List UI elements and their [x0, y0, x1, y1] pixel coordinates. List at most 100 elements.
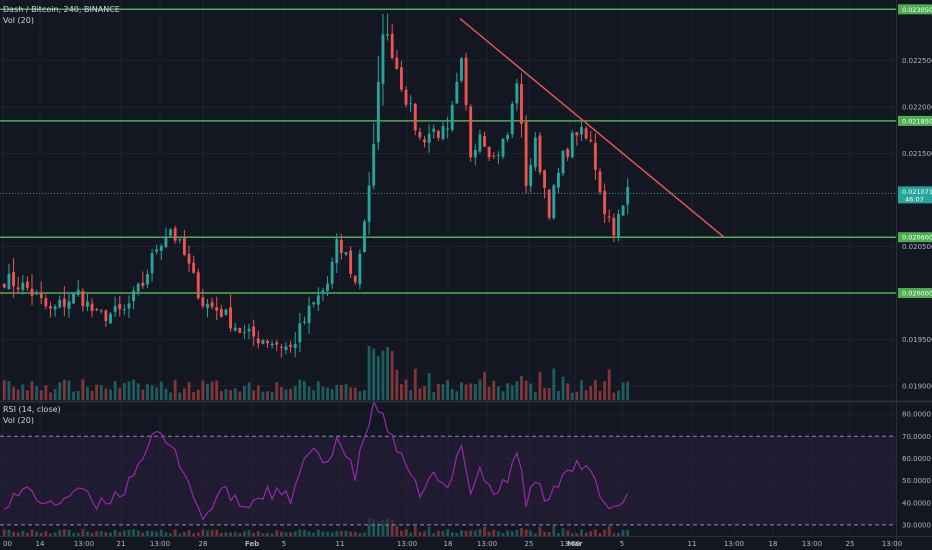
- rsi-volume-bar: [349, 531, 353, 536]
- trendline[interactable]: [459, 18, 725, 238]
- candle-body: [339, 240, 343, 253]
- volume-bar: [552, 368, 556, 400]
- volume-bar: [275, 382, 279, 400]
- rsi-volume-bar: [432, 533, 436, 536]
- rsi-volume-bar: [436, 530, 440, 536]
- volume-bar: [575, 391, 579, 400]
- volume-bar: [76, 390, 80, 400]
- rsi-volume-bar: [67, 529, 71, 536]
- candle-body: [353, 275, 357, 283]
- volume-bar: [413, 368, 417, 400]
- volume-bar: [206, 383, 209, 400]
- volume-bar: [210, 381, 214, 400]
- rsi-volume-bar: [293, 531, 297, 536]
- rsi-volume-bar: [418, 532, 422, 536]
- volume-bar: [363, 390, 366, 400]
- candle-body: [547, 189, 551, 218]
- rsi-volume-bar: [72, 533, 76, 536]
- candle-body: [423, 139, 426, 143]
- volume-bar: [279, 387, 283, 400]
- volume-bar: [617, 390, 620, 400]
- volume-bar: [358, 391, 362, 400]
- rsi-volume-bar: [275, 530, 279, 536]
- candle-body: [164, 237, 168, 247]
- rsi-volume-bar: [390, 519, 394, 536]
- rsi-volume-bar: [344, 530, 348, 536]
- rsi-volume-bar: [104, 532, 108, 536]
- volume-bar: [2, 380, 6, 400]
- volume-bar: [529, 383, 533, 400]
- candle-body: [621, 205, 625, 216]
- volume-bar: [344, 384, 348, 400]
- volume-bar: [252, 390, 256, 400]
- rsi-line: [3, 399, 629, 521]
- volume-bar: [316, 381, 320, 400]
- candle-body: [330, 261, 334, 284]
- candle-body: [229, 307, 233, 329]
- volume-bar: [155, 387, 159, 400]
- candle-body: [570, 132, 574, 158]
- volume-bar: [12, 387, 15, 400]
- candle-body: [501, 138, 505, 157]
- rsi-volume-bar: [289, 532, 293, 536]
- candle-body: [298, 323, 302, 343]
- rsi-volume-bar: [326, 531, 329, 536]
- rsi-volume-bar: [492, 529, 496, 536]
- rsi-volume-bar: [376, 521, 380, 536]
- candle-body: [146, 274, 149, 285]
- candle-body: [266, 340, 269, 344]
- volume-bar: [284, 389, 288, 400]
- rsi-volume-bar: [53, 532, 57, 536]
- time-tick-label: 13:00: [477, 540, 497, 548]
- volume-bar: [612, 392, 616, 400]
- rsi-volume-bar: [496, 531, 500, 536]
- time-tick-label: 28: [199, 540, 208, 548]
- rsi-volume-bar: [612, 533, 616, 536]
- rsi-volume-bar: [593, 529, 597, 536]
- candle-body: [335, 239, 339, 264]
- volume-bar: [409, 390, 413, 400]
- volume-bar: [109, 389, 112, 400]
- volume-bar: [164, 388, 168, 400]
- candle-body: [210, 302, 214, 307]
- rsi-volume-bar: [242, 531, 246, 536]
- rsi-volume-bar: [307, 531, 311, 536]
- rsi-volume-bar: [353, 531, 357, 536]
- candle-body: [150, 253, 154, 274]
- rsi-volume-bar: [196, 532, 200, 536]
- candle-body: [487, 146, 491, 158]
- candle-body: [113, 306, 117, 312]
- volume-bar: [303, 381, 306, 400]
- volume-bar: [496, 386, 500, 400]
- volume-bar: [229, 390, 233, 400]
- rsi-volume-bar: [122, 530, 126, 536]
- time-tick-label: 25: [846, 540, 855, 548]
- volume-bar: [289, 388, 293, 400]
- candle-body: [187, 253, 191, 264]
- rsi-volume-bar: [127, 529, 131, 536]
- volume-bar: [593, 380, 597, 400]
- volume-bar: [136, 383, 140, 400]
- candle-body: [25, 281, 29, 288]
- volume-bar: [423, 385, 426, 400]
- volume-bar: [113, 381, 117, 400]
- volume-bar: [201, 380, 205, 400]
- volume-bar: [376, 356, 380, 400]
- volume-bar: [520, 376, 523, 400]
- rsi-volume-bar: [247, 530, 251, 536]
- candle-body: [224, 309, 228, 315]
- rsi-volume-bar: [132, 529, 136, 536]
- volume-bar: [49, 392, 52, 400]
- volume-bar: [395, 369, 399, 400]
- rsi-volume-bar: [441, 530, 445, 536]
- time-tick-label: 18: [769, 540, 778, 548]
- volume-bar: [30, 381, 34, 400]
- volume-bar: [460, 382, 463, 400]
- rsi-volume-bar: [210, 529, 214, 536]
- candle-body: [538, 135, 542, 173]
- time-tick-label: 13:00: [74, 540, 94, 548]
- rsi-volume-bar: [81, 529, 85, 536]
- rsi-volume-bar: [30, 529, 34, 536]
